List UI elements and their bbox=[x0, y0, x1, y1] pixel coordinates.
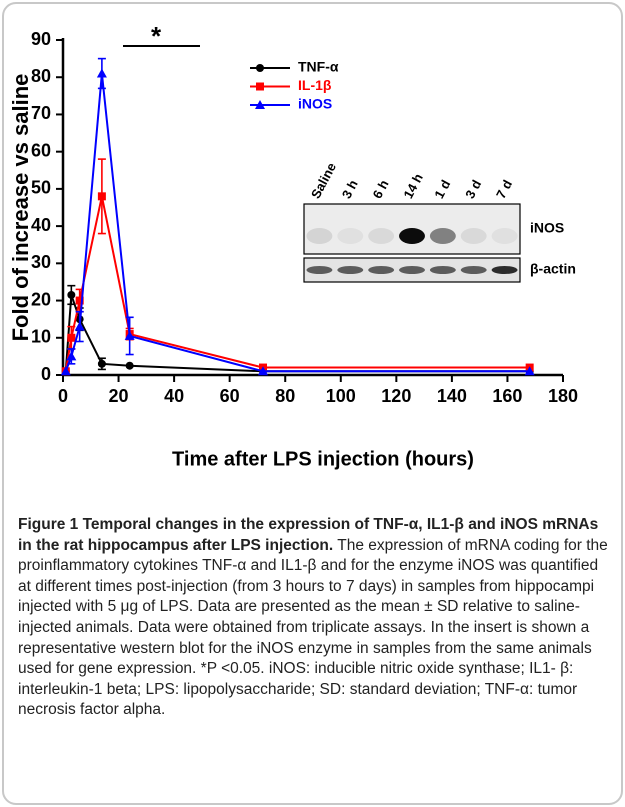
x-tick-label: 180 bbox=[548, 386, 578, 406]
legend-label: TNF-α bbox=[298, 59, 339, 75]
y-tick-label: 70 bbox=[31, 103, 51, 123]
lane-label: Saline bbox=[308, 160, 339, 201]
point bbox=[67, 333, 76, 342]
x-tick-label: 40 bbox=[164, 386, 184, 406]
x-tick-label: 120 bbox=[381, 386, 411, 406]
band bbox=[491, 228, 518, 244]
caption-title: Figure 1 Temporal changes in the express… bbox=[18, 516, 599, 554]
significance-mark: * bbox=[151, 21, 162, 51]
point bbox=[96, 68, 107, 78]
point bbox=[97, 359, 106, 368]
y-tick-label: 50 bbox=[31, 178, 51, 198]
y-tick-label: 30 bbox=[31, 252, 51, 272]
y-tick-label: 0 bbox=[41, 364, 51, 384]
x-axis-label: Time after LPS injection (hours) bbox=[172, 448, 474, 470]
x-tick-label: 20 bbox=[109, 386, 129, 406]
band bbox=[306, 228, 333, 244]
x-tick-label: 80 bbox=[275, 386, 295, 406]
x-tick-label: 60 bbox=[220, 386, 240, 406]
lane-label: 1 d bbox=[431, 177, 453, 201]
point bbox=[66, 351, 77, 361]
caption-text: The expression of mRNA coding for the pr… bbox=[18, 536, 608, 719]
y-tick-label: 80 bbox=[31, 66, 51, 86]
point bbox=[67, 290, 76, 299]
y-tick-label: 90 bbox=[31, 29, 51, 49]
row-label: iNOS bbox=[530, 220, 564, 236]
band bbox=[460, 266, 487, 274]
lane-label: 7 d bbox=[493, 177, 515, 201]
x-tick-label: 100 bbox=[326, 386, 356, 406]
series-line bbox=[64, 294, 530, 373]
band bbox=[399, 228, 425, 244]
point bbox=[74, 321, 85, 331]
band bbox=[368, 228, 395, 244]
point bbox=[124, 330, 135, 340]
y-tick-label: 40 bbox=[31, 215, 51, 235]
point bbox=[75, 296, 84, 305]
legend-marker bbox=[255, 100, 265, 109]
y-axis-label: Fold of increase vs saline bbox=[8, 74, 33, 342]
lane-label: 3 d bbox=[462, 177, 484, 201]
y-tick-label: 60 bbox=[31, 140, 51, 160]
caption: Figure 1 Temporal changes in the express… bbox=[18, 515, 610, 721]
band bbox=[399, 266, 425, 274]
y-tick-label: 10 bbox=[31, 327, 51, 347]
band bbox=[337, 266, 364, 274]
point bbox=[97, 192, 106, 201]
point bbox=[125, 361, 134, 370]
legend-marker bbox=[256, 64, 264, 72]
point bbox=[258, 366, 268, 376]
x-tick-label: 0 bbox=[58, 386, 68, 406]
legend-marker bbox=[256, 82, 264, 91]
chart: 0 10 20 30 40 50 60 70 80 90 0 20 40 60 80 100 120 140 160… bbox=[8, 21, 578, 470]
lane-label: 3 h bbox=[339, 177, 361, 201]
lane-label: 14 h bbox=[400, 171, 425, 201]
band bbox=[337, 228, 364, 244]
lane-label: 6 h bbox=[370, 177, 392, 201]
x-tick-label: 160 bbox=[492, 386, 522, 406]
y-tick-label: 20 bbox=[31, 289, 51, 309]
point bbox=[524, 366, 535, 376]
band bbox=[429, 228, 456, 244]
band bbox=[306, 266, 333, 274]
band bbox=[491, 266, 518, 274]
legend-label: iNOS bbox=[298, 96, 332, 112]
band bbox=[368, 266, 395, 274]
x-tick-label: 140 bbox=[437, 386, 467, 406]
legend-label: IL-1β bbox=[298, 77, 332, 93]
row-label: β-actin bbox=[530, 261, 576, 277]
point bbox=[60, 366, 71, 376]
band bbox=[429, 266, 456, 274]
band bbox=[460, 228, 487, 244]
